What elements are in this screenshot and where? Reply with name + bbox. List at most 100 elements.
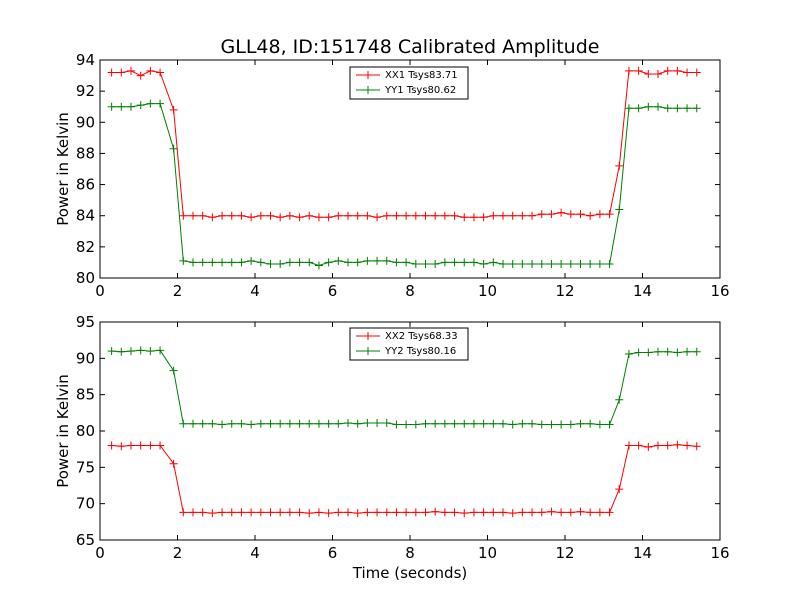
data-point [605, 508, 614, 517]
data-point [198, 419, 207, 428]
data-point [305, 258, 314, 267]
data-point [508, 259, 517, 268]
data-point [179, 211, 188, 220]
y-tick-label: 86 [76, 176, 95, 194]
data-point [402, 211, 411, 220]
y-tick-label: 92 [76, 82, 95, 100]
data-point [673, 348, 682, 357]
data-point [208, 258, 217, 267]
data-point [692, 68, 701, 77]
data-point [595, 210, 604, 219]
data-point [353, 509, 362, 518]
data-point [285, 508, 294, 517]
data-point [615, 161, 624, 170]
data-point [411, 259, 420, 268]
data-point [218, 420, 227, 429]
data-point [508, 211, 517, 220]
data-point [276, 419, 285, 428]
data-point [127, 66, 135, 75]
data-point [624, 441, 633, 450]
data-point [285, 211, 294, 220]
data-point [547, 210, 556, 219]
data-point [595, 508, 604, 517]
data-point [440, 258, 449, 267]
data-point [624, 349, 633, 358]
data-point [673, 104, 682, 113]
data-point [237, 419, 246, 428]
data-point [247, 213, 256, 222]
data-point [314, 213, 323, 222]
y-tick-label: 94 [76, 51, 95, 69]
data-point [156, 99, 165, 108]
data-point [440, 211, 449, 220]
data-point [179, 419, 188, 428]
data-point [576, 507, 585, 516]
data-point [353, 211, 362, 220]
data-point [683, 68, 692, 77]
data-point [460, 258, 469, 267]
y-tick-label: 65 [76, 531, 95, 549]
data-point [276, 259, 285, 268]
data-point [373, 256, 382, 265]
data-point [146, 441, 155, 450]
data-point [557, 420, 566, 429]
data-point [305, 509, 314, 518]
data-point [528, 211, 537, 220]
data-point [692, 104, 701, 113]
data-point [518, 211, 527, 220]
data-point [107, 68, 116, 77]
data-point [334, 419, 343, 428]
data-point [189, 211, 197, 220]
data-point [566, 420, 575, 429]
data-point [305, 211, 314, 220]
data-point [256, 419, 265, 428]
data-point [605, 210, 614, 219]
data-point [537, 259, 546, 268]
data-point [440, 419, 449, 428]
series-line-1 [111, 349, 697, 426]
y-tick-label: 82 [76, 238, 95, 256]
data-point [285, 258, 294, 267]
data-point [227, 258, 236, 267]
data-point [654, 70, 662, 79]
data-point [256, 211, 265, 220]
data-point [324, 213, 333, 222]
data-point [634, 441, 643, 450]
data-point [363, 211, 372, 220]
data-point [499, 211, 507, 220]
data-point [266, 211, 275, 220]
data-point [450, 508, 459, 517]
data-point [107, 347, 116, 356]
top-plot: 0 2 4 6 8 10 12 14 16 80 82 84 86 88 90 92 94 Power in K… [54, 51, 730, 300]
data-point [595, 420, 604, 429]
data-point [218, 258, 227, 267]
x-tick-label: 14 [633, 282, 652, 300]
data-point [136, 441, 145, 450]
data-point [247, 508, 256, 517]
data-point [295, 258, 304, 267]
data-point [146, 66, 155, 75]
data-point [576, 210, 585, 219]
data-point [276, 508, 285, 517]
data-point [117, 442, 126, 451]
data-point [499, 508, 507, 517]
legend-box [349, 327, 469, 361]
data-point [644, 70, 653, 79]
data-point [460, 419, 469, 428]
data-point [469, 508, 478, 517]
data-point [117, 102, 126, 111]
data-point [156, 346, 165, 355]
data-point [402, 258, 411, 267]
data-point [314, 261, 323, 270]
data-point [324, 509, 333, 518]
data-point [218, 508, 227, 517]
data-point [295, 419, 304, 428]
y-tick-label: 80 [76, 269, 95, 287]
data-point [431, 211, 440, 220]
data-point [566, 210, 575, 219]
data-point [537, 210, 546, 219]
data-point [518, 259, 527, 268]
data-point [479, 508, 488, 517]
data-point [198, 211, 207, 220]
